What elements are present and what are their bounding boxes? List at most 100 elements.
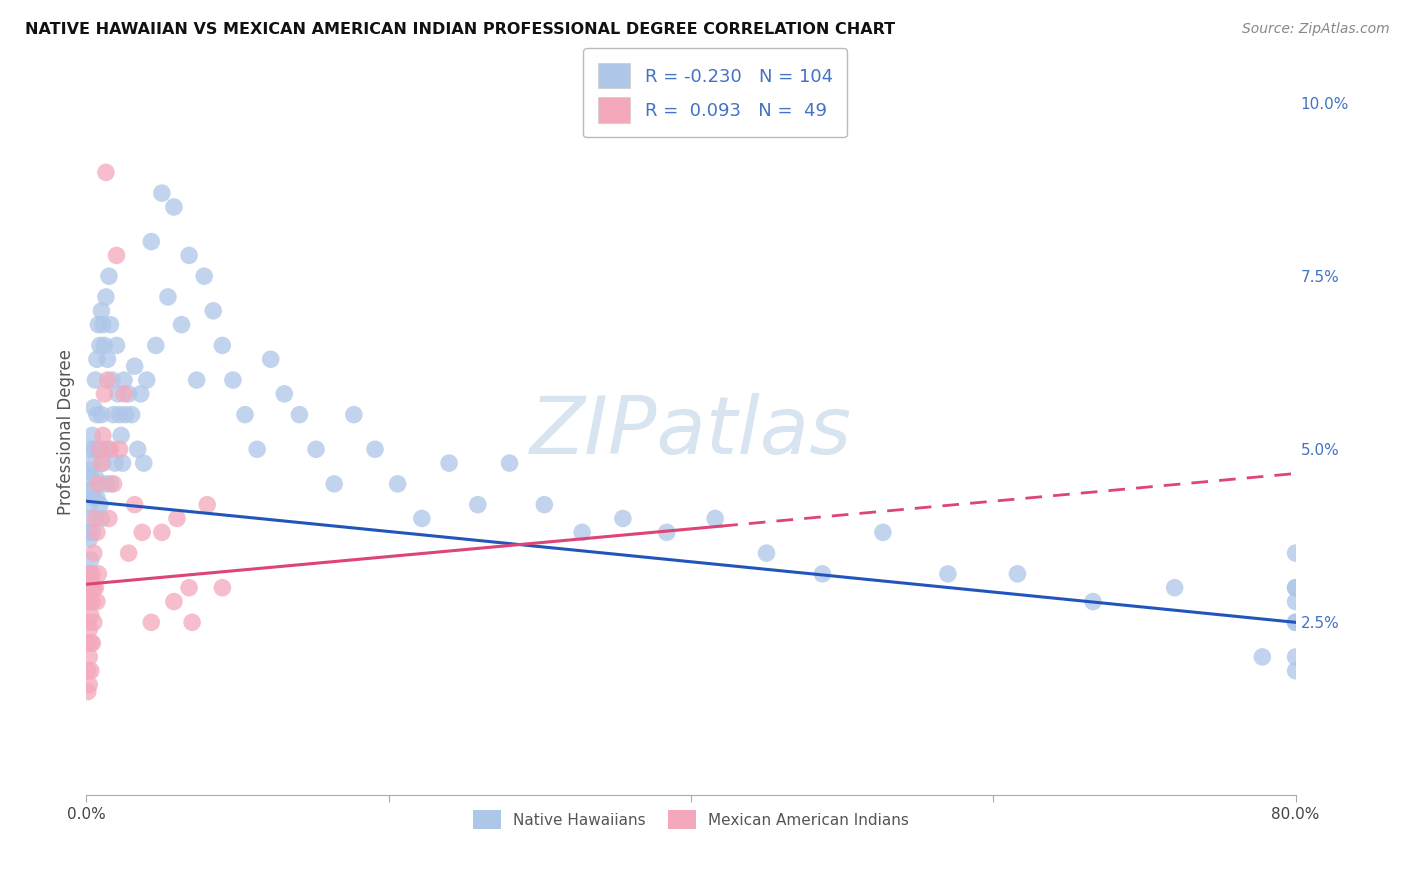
Point bbox=[100, 318, 122, 332]
Point bbox=[94, 476, 117, 491]
Point bbox=[211, 338, 233, 352]
Point bbox=[1284, 615, 1306, 630]
Point bbox=[166, 511, 188, 525]
Point bbox=[1163, 581, 1185, 595]
Point bbox=[79, 566, 101, 581]
Point bbox=[107, 387, 129, 401]
Point bbox=[112, 373, 135, 387]
Point bbox=[150, 525, 173, 540]
Point bbox=[91, 456, 114, 470]
Legend: Native Hawaiians, Mexican American Indians: Native Hawaiians, Mexican American India… bbox=[467, 805, 915, 835]
Point bbox=[94, 165, 117, 179]
Point bbox=[76, 615, 98, 630]
Point bbox=[98, 442, 121, 457]
Point bbox=[83, 546, 105, 560]
Point bbox=[305, 442, 328, 457]
Point bbox=[571, 525, 593, 540]
Point bbox=[387, 476, 409, 491]
Point bbox=[704, 511, 727, 525]
Point bbox=[124, 498, 146, 512]
Point bbox=[110, 428, 132, 442]
Point bbox=[211, 581, 233, 595]
Point bbox=[181, 615, 204, 630]
Point bbox=[96, 373, 118, 387]
Point bbox=[80, 553, 103, 567]
Point bbox=[89, 498, 111, 512]
Text: Source: ZipAtlas.com: Source: ZipAtlas.com bbox=[1241, 22, 1389, 37]
Point bbox=[411, 511, 433, 525]
Point bbox=[467, 498, 489, 512]
Point bbox=[87, 442, 110, 457]
Point bbox=[141, 615, 163, 630]
Point bbox=[233, 408, 256, 422]
Point bbox=[121, 408, 143, 422]
Point bbox=[105, 248, 128, 262]
Point bbox=[76, 525, 98, 540]
Point bbox=[105, 338, 128, 352]
Point bbox=[150, 186, 173, 201]
Point bbox=[108, 442, 131, 457]
Point bbox=[79, 533, 101, 547]
Point bbox=[82, 594, 104, 608]
Point bbox=[86, 525, 108, 540]
Point bbox=[108, 408, 131, 422]
Point bbox=[84, 511, 107, 525]
Point bbox=[1284, 581, 1306, 595]
Point bbox=[195, 498, 218, 512]
Point bbox=[288, 408, 311, 422]
Point bbox=[755, 546, 778, 560]
Point bbox=[124, 359, 146, 374]
Point bbox=[80, 470, 103, 484]
Point bbox=[145, 338, 167, 352]
Point bbox=[1284, 664, 1306, 678]
Point bbox=[86, 594, 108, 608]
Point bbox=[91, 318, 114, 332]
Point bbox=[131, 525, 153, 540]
Point bbox=[84, 581, 107, 595]
Point bbox=[90, 303, 112, 318]
Point bbox=[177, 248, 200, 262]
Point bbox=[86, 491, 108, 505]
Point bbox=[127, 442, 149, 457]
Point bbox=[163, 594, 186, 608]
Point bbox=[129, 387, 152, 401]
Point bbox=[170, 318, 193, 332]
Point bbox=[1251, 649, 1274, 664]
Point bbox=[156, 290, 179, 304]
Point bbox=[111, 456, 134, 470]
Point bbox=[117, 387, 139, 401]
Point bbox=[117, 546, 139, 560]
Point bbox=[114, 408, 136, 422]
Point bbox=[132, 456, 155, 470]
Point bbox=[202, 303, 225, 318]
Point bbox=[79, 678, 101, 692]
Point bbox=[79, 622, 101, 636]
Point bbox=[93, 442, 115, 457]
Point bbox=[83, 442, 105, 457]
Point bbox=[98, 269, 121, 284]
Point bbox=[104, 456, 127, 470]
Text: ZIPatlas: ZIPatlas bbox=[530, 393, 852, 471]
Point bbox=[83, 581, 105, 595]
Point bbox=[612, 511, 634, 525]
Point bbox=[112, 387, 135, 401]
Point bbox=[83, 401, 105, 415]
Point bbox=[86, 352, 108, 367]
Point bbox=[76, 664, 98, 678]
Point bbox=[103, 408, 125, 422]
Point bbox=[100, 442, 122, 457]
Point bbox=[260, 352, 283, 367]
Point bbox=[89, 338, 111, 352]
Point bbox=[498, 456, 520, 470]
Point bbox=[1081, 594, 1104, 608]
Point bbox=[872, 525, 894, 540]
Point bbox=[90, 408, 112, 422]
Point bbox=[84, 373, 107, 387]
Point bbox=[93, 338, 115, 352]
Point bbox=[82, 483, 104, 498]
Point bbox=[87, 318, 110, 332]
Point bbox=[89, 442, 111, 457]
Point bbox=[100, 476, 122, 491]
Point bbox=[91, 428, 114, 442]
Point bbox=[193, 269, 215, 284]
